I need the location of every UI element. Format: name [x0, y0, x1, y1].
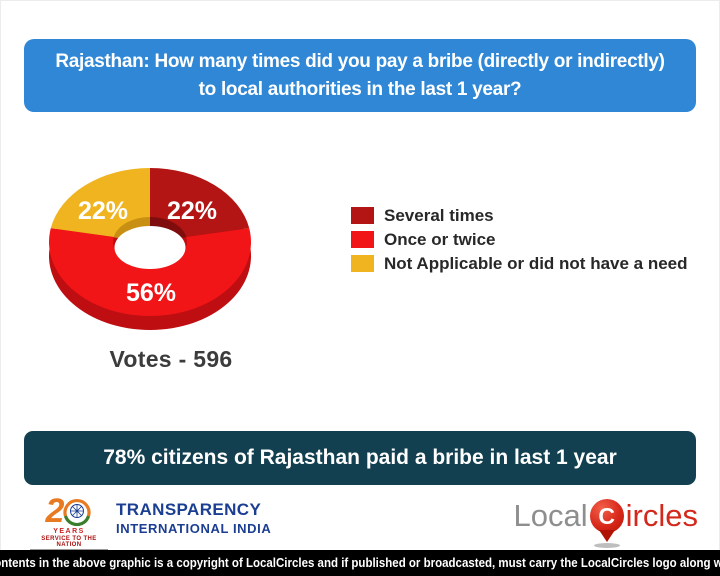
pie-label-several-times: 22%	[167, 197, 217, 225]
lc-pin-tail	[598, 530, 615, 542]
lc-map-pin-icon: C	[589, 499, 625, 548]
lc-wordmark-prefix: Local	[513, 498, 588, 533]
pie-slice-once-or-twice	[49, 228, 251, 317]
lc-pin-shadow	[593, 543, 620, 548]
result-summary-text: 78% citizens of Rajasthan paid a bribe i…	[103, 446, 617, 469]
ti-years-text: YEARS	[53, 528, 85, 535]
question-title-banner: Rajasthan: How many times did you pay a …	[24, 39, 696, 112]
legend-label-not-applicable: Not Applicable or did not have a need	[384, 253, 688, 273]
copyright-text: All contents in the above graphic is a c…	[0, 556, 720, 570]
legend-item-once-or-twice: Once or twice	[351, 229, 688, 249]
chart-legend: Several times Once or twice Not Applicab…	[351, 205, 688, 279]
legend-swatch-once-or-twice	[351, 231, 374, 248]
legend-item-not-applicable: Not Applicable or did not have a need	[351, 253, 688, 273]
pie-label-once-or-twice: 56%	[126, 279, 176, 307]
question-title-line1: Rajasthan: How many times did you pay a …	[55, 50, 665, 72]
lc-pin-circle: C	[589, 499, 624, 533]
ti-chakra-zero-icon	[63, 498, 92, 526]
votes-count: Votes - 596	[109, 346, 233, 372]
legend-label-once-or-twice: Once or twice	[384, 229, 496, 249]
ti-tagline-text: SERVICE TO THE NATION	[41, 536, 97, 548]
ti-name-line2: INTERNATIONAL INDIA	[116, 521, 272, 536]
legend-swatch-several-times	[351, 207, 374, 224]
question-title-line2: to local authorities in the last 1 year?	[198, 78, 522, 100]
bribe-frequency-pie-chart: 22% 56% 22%	[49, 167, 251, 331]
transparency-international-logo: 2 YEARS SERVICE TO THE NATION www.transp…	[30, 492, 271, 557]
ti-wordmark: TRANSPARENCY INTERNATIONAL INDIA	[116, 495, 271, 536]
lc-pin-letter: C	[598, 503, 615, 529]
legend-item-several-times: Several times	[351, 205, 688, 225]
pie-donut-hole	[114, 226, 186, 269]
copyright-bar: All contents in the above graphic is a c…	[0, 550, 720, 576]
localcircles-logo: Local C ircles	[514, 499, 698, 548]
ti-20-numeral-row: 2	[30, 492, 108, 530]
legend-swatch-not-applicable	[351, 255, 374, 272]
result-summary-banner: 78% citizens of Rajasthan paid a bribe i…	[24, 431, 696, 485]
ti-numeral-2: 2	[45, 492, 65, 530]
legend-label-several-times: Several times	[384, 205, 494, 225]
ti-name-line1: TRANSPARENCY	[116, 500, 262, 519]
lc-wordmark-suffix: ircles	[625, 498, 698, 533]
ti-20-years-emblem: 2 YEARS SERVICE TO THE NATION www.transp…	[30, 492, 108, 557]
pie-label-not-applicable: 22%	[78, 197, 128, 225]
